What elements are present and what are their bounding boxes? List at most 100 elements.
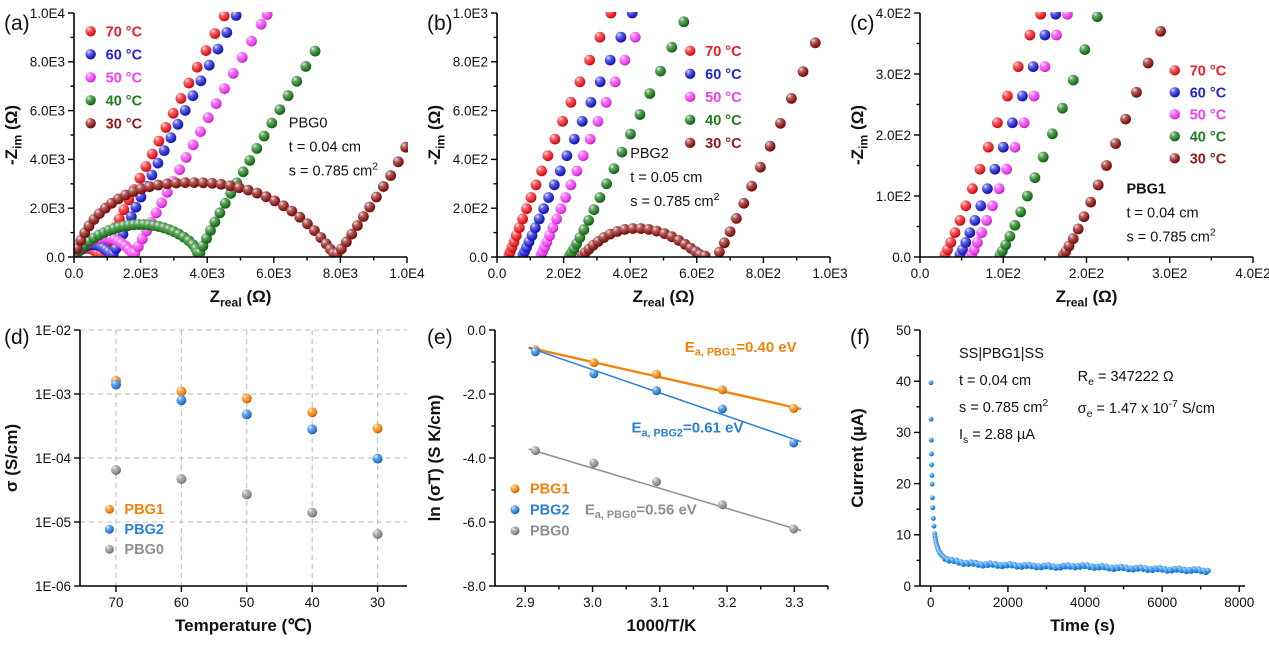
data-point xyxy=(976,227,987,239)
annotation-line: SS|PBG1|SS xyxy=(959,346,1044,362)
x-tick-label: 8.0E2 xyxy=(746,266,781,281)
data-point xyxy=(187,139,199,151)
data-point xyxy=(125,211,137,223)
x-tick-label: 4.0E2 xyxy=(1235,266,1269,281)
data-point xyxy=(561,150,573,162)
data-point xyxy=(134,172,146,184)
data-point xyxy=(378,181,389,192)
data-point xyxy=(307,407,318,418)
x-axis-title: Time (s) xyxy=(1050,616,1115,635)
x-tick-label: 3.3 xyxy=(785,595,804,610)
data-point xyxy=(605,12,617,19)
text-run: 70 °C xyxy=(106,24,143,40)
legend-marker xyxy=(1169,153,1180,164)
ticks xyxy=(914,329,1240,592)
data-point xyxy=(1000,239,1012,251)
data-point xyxy=(678,16,690,28)
data-point xyxy=(565,96,577,108)
data-point xyxy=(153,135,165,147)
text-run: =0.61 eV xyxy=(683,419,743,436)
data-point xyxy=(209,216,221,228)
x-axis-title: Zreal (Ω) xyxy=(210,287,272,309)
data-point xyxy=(161,178,173,190)
text-run: (Ω) xyxy=(848,105,867,135)
ticks xyxy=(491,12,831,263)
data-point xyxy=(589,369,599,379)
x-tick-label: 1.0E2 xyxy=(986,266,1021,281)
data-point xyxy=(969,215,981,226)
data-point xyxy=(188,177,200,189)
legend: 70 °C 60 °C 50 °C 40 °C 30 °C xyxy=(85,24,143,132)
data-point xyxy=(1067,74,1079,86)
annotation-line: PBG1 xyxy=(1126,182,1166,198)
data-point xyxy=(372,529,383,539)
text-run: a, PBG0 xyxy=(595,509,636,521)
data-point xyxy=(930,515,936,521)
y-tick-label: 20 xyxy=(896,476,911,491)
data-point xyxy=(161,186,173,198)
data-point xyxy=(530,179,542,191)
data-point xyxy=(286,205,298,217)
annotation-line: s = 0.785 cm2 xyxy=(630,192,719,210)
data-point xyxy=(202,112,214,124)
series-60 °C xyxy=(954,12,1062,258)
data-point xyxy=(1039,61,1051,73)
ticks xyxy=(914,12,1254,263)
data-point xyxy=(699,250,711,258)
conductivity-chart: 70 60 50 40 30 1E-02 1E-03 1E-04 1E-05 1E-06 Tempe… xyxy=(2,323,407,635)
x-tick-label: 1.0E4 xyxy=(389,266,425,281)
tick-labels: 70 60 50 40 30 1E-02 1E-03 1E-04 1E-05 1E-06 xyxy=(35,323,385,610)
data-point xyxy=(533,213,545,225)
legend-marker xyxy=(1169,65,1180,76)
series-layer xyxy=(928,380,1211,576)
annotation-line: σe = 1.47 x 10-7 S/cm xyxy=(1078,399,1215,420)
annotation-line: PBG0 xyxy=(289,116,328,132)
data-point xyxy=(584,54,595,66)
x-tick-label: 70 xyxy=(108,595,123,610)
data-point xyxy=(530,347,540,357)
text-run: s = 0.785 cm xyxy=(1126,230,1209,246)
y-tick-label: 1E-02 xyxy=(35,323,71,338)
y-tick-label: 0.0 xyxy=(46,250,65,265)
data-point xyxy=(1029,172,1041,184)
data-point xyxy=(236,52,248,63)
data-point xyxy=(589,458,599,468)
text-run: 6.0E3 xyxy=(256,266,291,281)
data-point xyxy=(604,54,616,66)
text-run: Current (µA) xyxy=(848,408,867,508)
text-run: 6000 xyxy=(1147,595,1177,610)
y-tick-label: 0.0 xyxy=(469,250,488,265)
annotation-line: s = 0.785 cm2 xyxy=(959,398,1048,416)
text-run: 2.0E2 xyxy=(546,266,581,281)
data-point xyxy=(557,115,568,127)
text-run: PBG1 xyxy=(530,482,570,498)
annotation: PBG1 t = 0.04 cm s = 0.785 cm2 xyxy=(1126,182,1215,246)
text-run: 1.0E3 xyxy=(453,6,488,21)
text-run: ln (σT) (S K/cm) xyxy=(425,395,444,522)
y-tick-label: 2.0E2 xyxy=(876,128,911,143)
data-point xyxy=(1027,61,1039,73)
panel-d: 70 60 50 40 30 1E-02 1E-03 1E-04 1E-05 1E-06 Tempe… xyxy=(0,314,423,648)
legend-marker xyxy=(684,91,696,103)
data-point xyxy=(346,228,358,240)
text-run: PBG0 xyxy=(530,524,570,540)
data-point xyxy=(634,109,646,120)
data-point xyxy=(997,141,1009,153)
text-run: 0.0 xyxy=(467,323,486,338)
text-run: 4.0E3 xyxy=(30,152,65,167)
series-PBG0 xyxy=(530,446,799,534)
text-run: S/cm xyxy=(1178,401,1215,417)
text-run: a, PBG2 xyxy=(642,427,683,439)
legend-marker xyxy=(510,526,520,536)
data-point xyxy=(530,446,540,456)
data-point xyxy=(560,192,571,203)
data-point xyxy=(214,207,226,219)
data-point xyxy=(551,213,562,225)
y-axis-title: -Zim (Ω) xyxy=(2,105,24,165)
text-run: real xyxy=(220,295,242,309)
data-point xyxy=(972,237,983,248)
legend-marker xyxy=(1169,109,1180,120)
legend-marker xyxy=(684,45,696,57)
data-point xyxy=(371,191,382,203)
data-point xyxy=(982,183,993,195)
